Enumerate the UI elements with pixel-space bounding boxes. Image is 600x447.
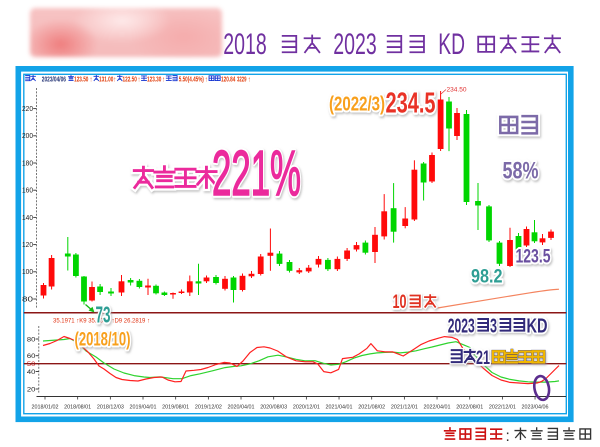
svg-text:↑: ↑ [162,75,165,84]
svg-text:73: 73 [96,302,111,328]
svg-text:100: 100 [22,267,33,276]
svg-text:2020/12/01: 2020/12/01 [293,405,320,411]
svg-text:20: 20 [27,386,36,393]
svg-text:80: 80 [22,294,33,303]
svg-text:2023/04/06: 2023/04/06 [522,405,549,411]
svg-text:160: 160 [22,186,33,195]
svg-text:2018/01/02: 2018/01/02 [32,405,59,411]
svg-text:(2018/10): (2018/10) [75,330,131,351]
svg-text:180: 180 [22,158,33,167]
svg-text:2021/12/01: 2021/12/01 [391,405,418,411]
svg-text:123.50: 123.50 [74,75,88,84]
svg-text:122.50: 122.50 [123,75,137,84]
svg-text:123.5: 123.5 [516,246,551,268]
svg-text:234.50: 234.50 [447,87,468,94]
svg-text:2020/08/03: 2020/08/03 [260,405,287,411]
svg-text:2018: 2018 [223,28,266,61]
svg-text:21: 21 [476,347,490,369]
svg-text:120: 120 [22,240,33,249]
svg-text:2021/04/01: 2021/04/01 [326,405,353,411]
svg-text:2022/08/01: 2022/08/01 [456,405,483,411]
svg-text:58%: 58% [503,158,539,185]
svg-text:2018/12/03: 2018/12/03 [97,405,124,411]
svg-text:221%: 221% [212,137,301,209]
svg-text:40: 40 [27,369,36,376]
svg-text:2019/12/02: 2019/12/02 [195,405,222,411]
svg-text:2018/08/01: 2018/08/01 [64,405,91,411]
svg-text:2022/04/01: 2022/04/01 [424,405,451,411]
svg-text:80: 80 [27,336,36,343]
svg-text:98.2: 98.2 [471,266,503,288]
svg-text:10: 10 [393,292,407,313]
svg-text:120.84: 120.84 [221,75,236,84]
svg-text:140: 140 [22,213,33,222]
svg-text:KD: KD [438,28,465,61]
svg-text:2019/08/01: 2019/08/01 [162,405,189,411]
svg-text:234.5: 234.5 [386,88,436,120]
svg-text:220: 220 [22,104,33,113]
svg-text:2021/08/02: 2021/08/02 [358,405,385,411]
svg-text:↑: ↑ [90,75,93,84]
svg-text:↑: ↑ [248,75,251,84]
svg-text:3229: 3229 [237,75,247,84]
svg-text:123.30: 123.30 [147,75,161,84]
svg-text:2023/04/06: 2023/04/06 [42,75,66,84]
svg-text:↑: ↑ [205,75,208,84]
svg-text:KD: KD [527,316,548,338]
svg-text:131.00: 131.00 [99,75,113,84]
svg-text:↑: ↑ [138,75,141,84]
svg-text:2019/04/01: 2019/04/01 [130,405,157,411]
svg-text:2023: 2023 [333,28,376,61]
svg-text:(2022/3): (2022/3) [329,94,385,116]
svg-text:3: 3 [490,316,497,338]
svg-text:221%: 221% [212,137,301,209]
svg-text::: : [506,428,510,445]
svg-text:60: 60 [27,353,36,360]
svg-text:35.1971 ↑K9 35.1092 ↑D9 26.281: 35.1971 ↑K9 35.1092 ↑D9 26.2819 ↑ [53,318,150,325]
svg-text:2020/04/01: 2020/04/01 [228,405,255,411]
svg-text:2022/12/01: 2022/12/01 [489,405,516,411]
svg-text:5.50(4.45%): 5.50(4.45%) [179,75,204,84]
svg-text:2023: 2023 [448,316,475,338]
svg-text:↑: ↑ [114,75,117,84]
svg-text:200: 200 [22,131,33,140]
